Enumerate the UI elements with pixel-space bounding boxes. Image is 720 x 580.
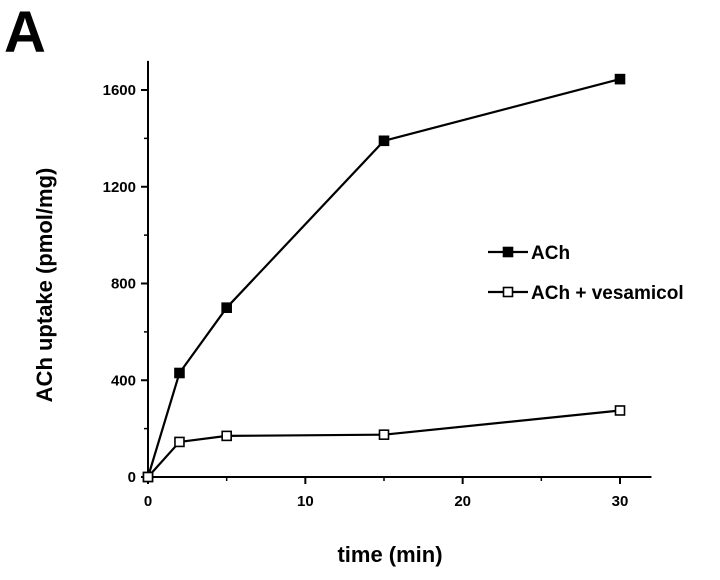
x-tick-label-20: 20	[454, 493, 471, 510]
x-axis-title: time (min)	[337, 542, 442, 567]
data-point-1-0	[142, 471, 154, 483]
data-point-0-3	[378, 135, 390, 147]
data-point-1-2	[221, 430, 232, 442]
legend-marker-1	[502, 286, 514, 298]
y-tick-label-400: 400	[111, 372, 136, 389]
series-0	[142, 73, 626, 483]
x-tick-label-30: 30	[612, 493, 629, 510]
y-tick-label-1200: 1200	[103, 179, 136, 196]
x-tick-label-0: 0	[144, 493, 152, 510]
data-point-0-1	[174, 367, 185, 379]
series-layer	[142, 73, 626, 483]
axes: 0 10 20 30 0 400 800 1200 1600	[103, 60, 652, 510]
series-line-1	[147, 409, 621, 478]
legend: ACh ACh + vesamicol	[488, 243, 684, 304]
data-point-0-2	[221, 302, 232, 313]
y-axis-title: ACh uptake (pmol/mg)	[32, 168, 57, 403]
panel-label: A	[4, 0, 46, 65]
y-tick-label-0: 0	[128, 469, 136, 486]
legend-item-0: ACh	[488, 243, 570, 264]
data-point-1-4	[614, 405, 626, 416]
series-1	[142, 405, 626, 483]
y-tick-label-800: 800	[111, 276, 136, 293]
legend-label-0: ACh	[531, 243, 570, 264]
legend-item-1: ACh + vesamicol	[488, 283, 684, 304]
data-point-1-3	[378, 429, 390, 440]
x-tick-label-10: 10	[297, 493, 314, 510]
legend-label-1: ACh + vesamicol	[531, 283, 684, 304]
legend-marker-0	[502, 246, 514, 258]
y-tick-label-1600: 1600	[103, 82, 136, 99]
data-point-1-1	[174, 436, 185, 448]
data-point-0-4	[614, 73, 626, 85]
